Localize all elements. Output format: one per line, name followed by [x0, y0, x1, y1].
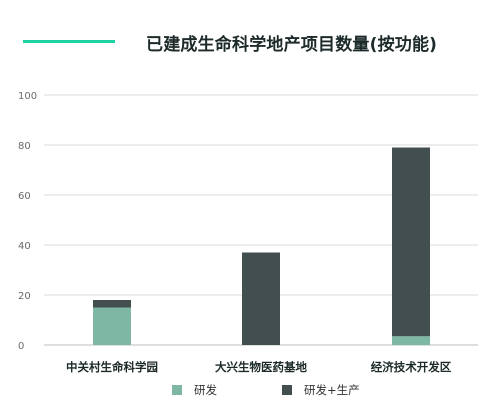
y-tick-label: 0: [18, 341, 24, 352]
y-tick-label: 100: [18, 91, 37, 102]
y-tick-label: 80: [18, 141, 31, 152]
bar-segment: [392, 147, 430, 337]
bar-segment: [392, 336, 430, 345]
legend-label: 研发+生产: [304, 383, 360, 397]
chart-title: 已建成生命科学地产项目数量(按功能): [146, 35, 438, 55]
bar-segment: [93, 300, 131, 308]
legend-swatch: [172, 385, 182, 395]
bar-segment: [93, 307, 131, 345]
bar-segment: [242, 252, 280, 345]
title-accent-line: [23, 40, 115, 43]
legend-swatch: [282, 385, 292, 395]
y-tick-label: 40: [18, 241, 31, 252]
x-category-label: 大兴生物医药基地: [215, 360, 307, 374]
legend-label: 研发: [194, 383, 217, 397]
y-tick-label: 20: [18, 291, 31, 302]
x-category-label: 经济技术开发区: [371, 360, 452, 374]
y-tick-label: 60: [18, 191, 31, 202]
x-category-label: 中关村生命科学园: [66, 360, 158, 374]
